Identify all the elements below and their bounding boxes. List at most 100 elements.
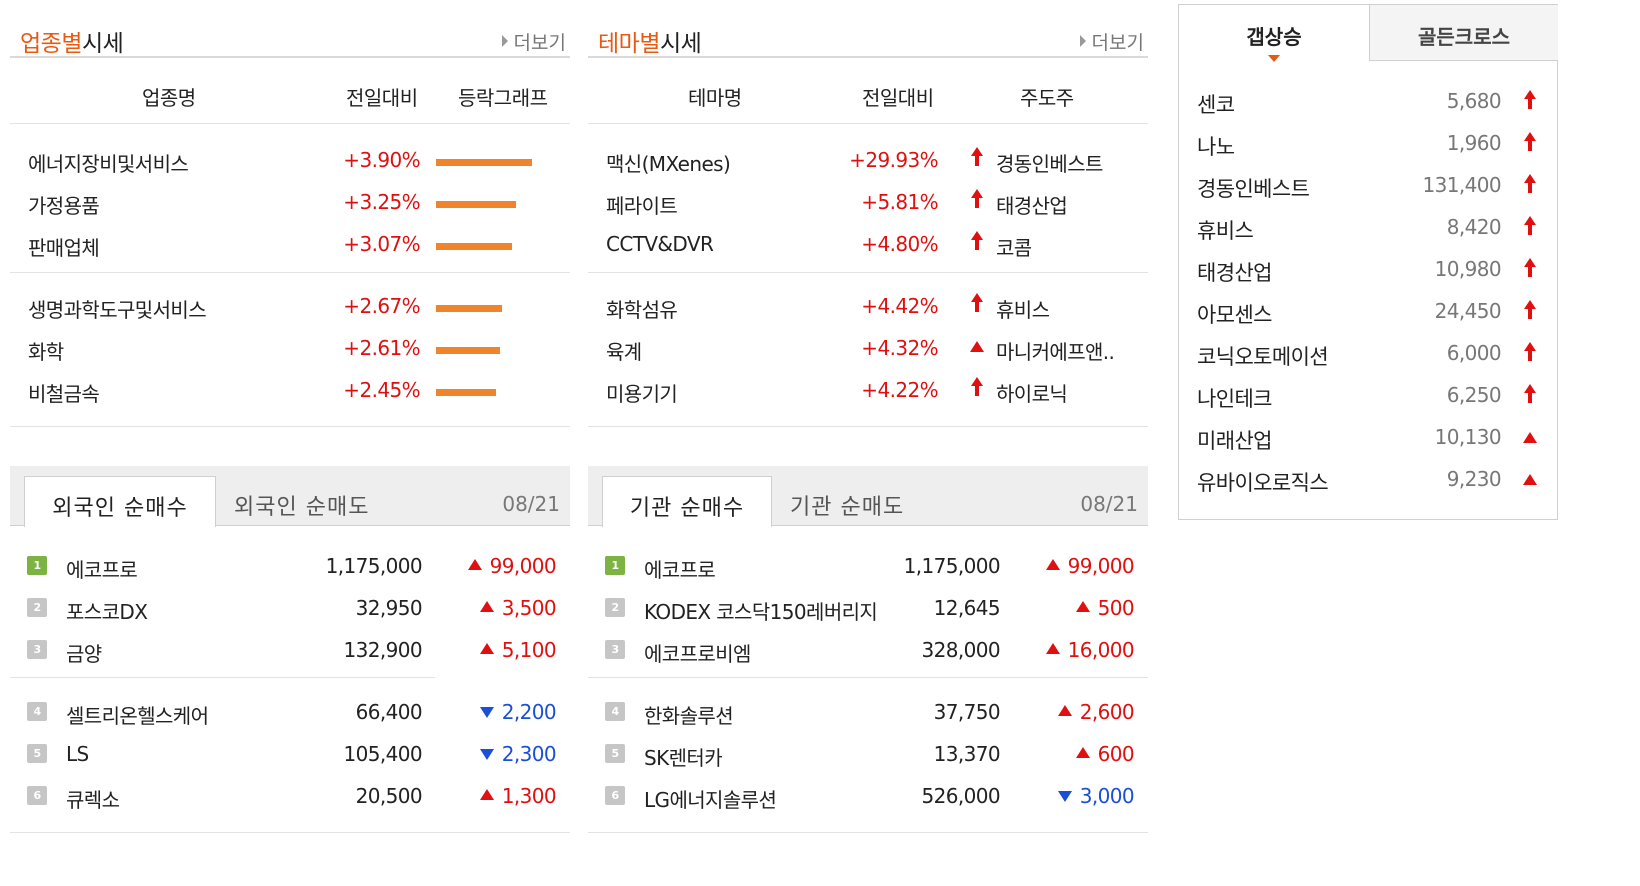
gap-row[interactable]: 유바이오로직스 9,230 <box>1179 459 1557 501</box>
gap-stock-price: 24,450 <box>1434 299 1502 323</box>
foreign-stock-price: 32,950 <box>355 596 423 620</box>
sector-change: +2.45% <box>343 378 420 402</box>
theme-leader-stock[interactable]: 하이로닉 <box>996 382 1068 406</box>
theme-row[interactable]: 화학섬유 +4.42% 휴비스 <box>588 284 1148 326</box>
gap-row[interactable]: 경동인베스트 131,400 <box>1179 165 1557 207</box>
up-arrow-icon <box>1523 300 1537 320</box>
gap-row[interactable]: 휴비스 8,420 <box>1179 207 1557 249</box>
gap-row[interactable]: 코닉오토메이션 6,000 <box>1179 333 1557 375</box>
up-arrow-icon <box>1523 342 1537 362</box>
sector-row[interactable]: 생명과학도구및서비스 +2.67% <box>10 284 570 326</box>
theme-name: CCTV&DVR <box>606 232 714 256</box>
rank-badge: 6 <box>27 786 47 805</box>
sector-row[interactable]: 에너지장비및서비스 +3.90% <box>10 138 570 180</box>
sector-header-name: 업종명 <box>142 86 196 110</box>
rank-badge: 2 <box>605 598 625 617</box>
down-triangle-icon <box>480 749 494 760</box>
tab-institution-buy[interactable]: 기관 순매수 <box>602 476 772 527</box>
institution-row[interactable]: 5 SK렌터카 13,370 600 <box>588 732 1148 774</box>
institution-stock-price: 526,000 <box>921 784 1000 808</box>
gap-row[interactable]: 나노 1,960 <box>1179 123 1557 165</box>
theme-row[interactable]: 미용기기 +4.22% 하이로닉 <box>588 368 1148 410</box>
sector-change: +3.90% <box>343 148 420 172</box>
sector-more-link[interactable]: 더보기 <box>501 28 566 55</box>
up-arrow-icon <box>970 189 984 209</box>
sector-change-bar <box>436 347 500 354</box>
gap-stock-name: 경동인베스트 <box>1197 177 1310 201</box>
theme-leader-stock[interactable]: 코콤 <box>996 236 1032 260</box>
foreign-stock-name: 에코프로 <box>66 558 138 582</box>
up-arrow-icon <box>970 293 984 313</box>
theme-leader-stock[interactable]: 태경산업 <box>996 194 1068 218</box>
institution-stock-price: 12,645 <box>933 596 1001 620</box>
gap-stock-name: 나노 <box>1197 135 1235 159</box>
tab-golden-cross[interactable]: 골든크로스 <box>1369 5 1558 61</box>
theme-row[interactable]: CCTV&DVR +4.80% 코콤 <box>588 222 1148 264</box>
theme-leader-stock[interactable]: 경동인베스트 <box>996 152 1103 176</box>
tab-foreign-buy[interactable]: 외국인 순매수 <box>24 476 216 527</box>
up-triangle-icon <box>1076 747 1090 758</box>
foreign-row[interactable]: 6 큐렉소 20,500 1,300 <box>10 774 570 816</box>
gap-stock-price: 10,980 <box>1434 257 1502 281</box>
institution-panel: 기관 순매수 기관 순매도 08/21 1 에코프로 1,175,000 99,000… <box>588 0 1148 886</box>
sector-name: 생명과학도구및서비스 <box>28 298 207 322</box>
theme-more-link[interactable]: 더보기 <box>1079 28 1144 55</box>
institution-row[interactable]: 3 에코프로비엠 328,000 16,000 <box>588 628 1148 670</box>
tab-gap-up[interactable]: 갭상승 <box>1179 5 1369 62</box>
tab-foreign-sell[interactable]: 외국인 순매도 <box>234 476 369 527</box>
up-triangle-icon <box>1076 601 1090 612</box>
sector-header-change: 전일대비 <box>346 86 418 110</box>
gap-row[interactable]: 미래산업 10,130 <box>1179 417 1557 459</box>
theme-change: +5.81% <box>861 190 938 214</box>
institution-row[interactable]: 4 한화솔루션 37,750 2,600 <box>588 690 1148 732</box>
gap-stock-name: 코닉오토메이션 <box>1197 345 1329 369</box>
gap-row[interactable]: 아모센스 24,450 <box>1179 291 1557 333</box>
foreign-row[interactable]: 1 에코프로 1,175,000 99,000 <box>10 544 570 586</box>
gap-row[interactable]: 센코 5,680 <box>1179 81 1557 123</box>
foreign-row[interactable]: 3 금양 132,900 5,100 <box>10 628 570 670</box>
sector-row[interactable]: 화학 +2.61% <box>10 326 570 368</box>
foreign-stock-name: 셀트리온헬스케어 <box>66 704 209 728</box>
foreign-stock-price: 105,400 <box>343 742 422 766</box>
sector-row[interactable]: 가정용품 +3.25% <box>10 180 570 222</box>
theme-row[interactable]: 페라이트 +5.81% 태경산업 <box>588 180 1148 222</box>
theme-row[interactable]: 육계 +4.32% 마니커에프앤.. <box>588 326 1148 368</box>
gap-stock-price: 9,230 <box>1446 467 1502 491</box>
sector-row[interactable]: 판매업체 +3.07% <box>10 222 570 264</box>
sector-panel: 업종별시세 더보기 업종명 전일대비 등락그래프 에너지장비및서비스 +3.90%… <box>10 0 570 430</box>
down-triangle-icon <box>1058 791 1072 802</box>
gap-stock-name: 유바이오로직스 <box>1197 471 1329 495</box>
gap-row[interactable]: 태경산업 10,980 <box>1179 249 1557 291</box>
theme-leader-stock[interactable]: 마니커에프앤.. <box>996 340 1115 364</box>
institution-change: 500 <box>1097 596 1135 620</box>
institution-row[interactable]: 1 에코프로 1,175,000 99,000 <box>588 544 1148 586</box>
theme-leader-stock[interactable]: 휴비스 <box>996 298 1050 322</box>
foreign-row[interactable]: 2 포스코DX 32,950 3,500 <box>10 586 570 628</box>
foreign-row[interactable]: 5 LS 105,400 2,300 <box>10 732 570 774</box>
rank-badge: 2 <box>27 598 47 617</box>
tab-institution-sell-label: 기관 순매도 <box>790 495 905 520</box>
down-triangle-icon <box>480 707 494 718</box>
foreign-stock-name: 금양 <box>66 642 102 666</box>
institution-stock-name: SK렌터카 <box>644 746 723 770</box>
sector-name: 에너지장비및서비스 <box>28 152 189 176</box>
foreign-change: 5,100 <box>501 638 557 662</box>
theme-name: 미용기기 <box>606 382 678 406</box>
sector-row[interactable]: 비철금속 +2.45% <box>10 368 570 410</box>
institution-row[interactable]: 2 KODEX 코스닥150레버리지 12,645 500 <box>588 586 1148 628</box>
sector-change-bar <box>436 201 516 208</box>
institution-row[interactable]: 6 LG에너지솔루션 526,000 3,000 <box>588 774 1148 816</box>
up-arrow-icon <box>970 147 984 167</box>
theme-row[interactable]: 맥신(MXenes) +29.93% 경동인베스트 <box>588 138 1148 180</box>
gap-row[interactable]: 나인테크 6,250 <box>1179 375 1557 417</box>
more-triangle-icon <box>1079 35 1086 47</box>
foreign-row[interactable]: 4 셀트리온헬스케어 66,400 2,200 <box>10 690 570 732</box>
institution-group-divider <box>588 677 1148 678</box>
sector-more-label: 더보기 <box>513 32 566 54</box>
tab-institution-sell[interactable]: 기관 순매도 <box>790 476 904 527</box>
sector-name: 비철금속 <box>28 382 100 406</box>
up-arrow-icon <box>1523 216 1537 236</box>
up-arrow-icon <box>1523 132 1537 152</box>
gap-stock-price: 8,420 <box>1446 215 1502 239</box>
theme-name: 화학섬유 <box>606 298 678 322</box>
